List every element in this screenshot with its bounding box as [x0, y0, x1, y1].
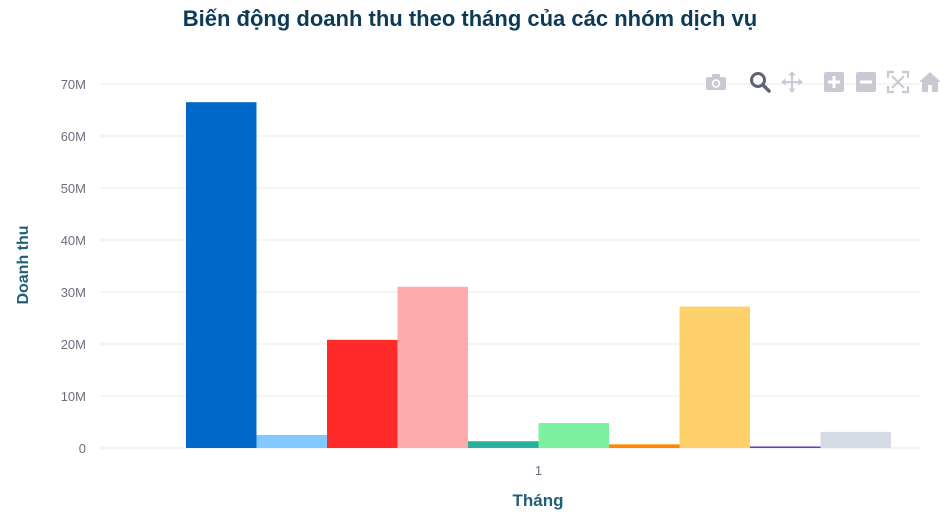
bar-9[interactable] [750, 446, 821, 448]
y-tick-label: 20M [61, 337, 86, 352]
camera-icon[interactable] [704, 70, 728, 94]
bar-10[interactable] [820, 431, 892, 448]
x-tick-labels: 1 [535, 463, 542, 478]
bar-7[interactable] [609, 444, 680, 448]
home-icon[interactable] [918, 70, 940, 94]
bar-2[interactable] [256, 435, 328, 448]
y-tick-label: 10M [61, 389, 86, 404]
y-tick-label: 40M [61, 233, 86, 248]
x-axis-label: Tháng [512, 491, 564, 510]
bar-8[interactable] [679, 306, 751, 448]
y-tick-label: 70M [61, 77, 86, 92]
bar-3[interactable] [327, 339, 398, 448]
autoscale-icon[interactable] [886, 70, 910, 94]
y-tick-label: 0 [79, 441, 86, 456]
y-tick-label: 50M [61, 181, 86, 196]
x-tick-label: 1 [535, 463, 542, 478]
chart-title: Biến động doanh thu theo tháng của các n… [182, 6, 758, 31]
zoom-out-icon[interactable] [854, 70, 878, 94]
y-tick-label: 60M [61, 129, 86, 144]
bars [186, 102, 891, 448]
bar-6[interactable] [538, 423, 610, 448]
y-tick-label: 30M [61, 285, 86, 300]
y-tick-labels: 0 10M 20M 30M 40M 50M 60M 70M [61, 77, 86, 456]
zoom-icon[interactable] [748, 70, 772, 94]
bar-4[interactable] [397, 286, 469, 448]
pan-icon[interactable] [780, 70, 804, 94]
zoom-in-icon[interactable] [822, 70, 846, 94]
bar-5[interactable] [468, 441, 539, 448]
bar-1[interactable] [186, 102, 257, 448]
